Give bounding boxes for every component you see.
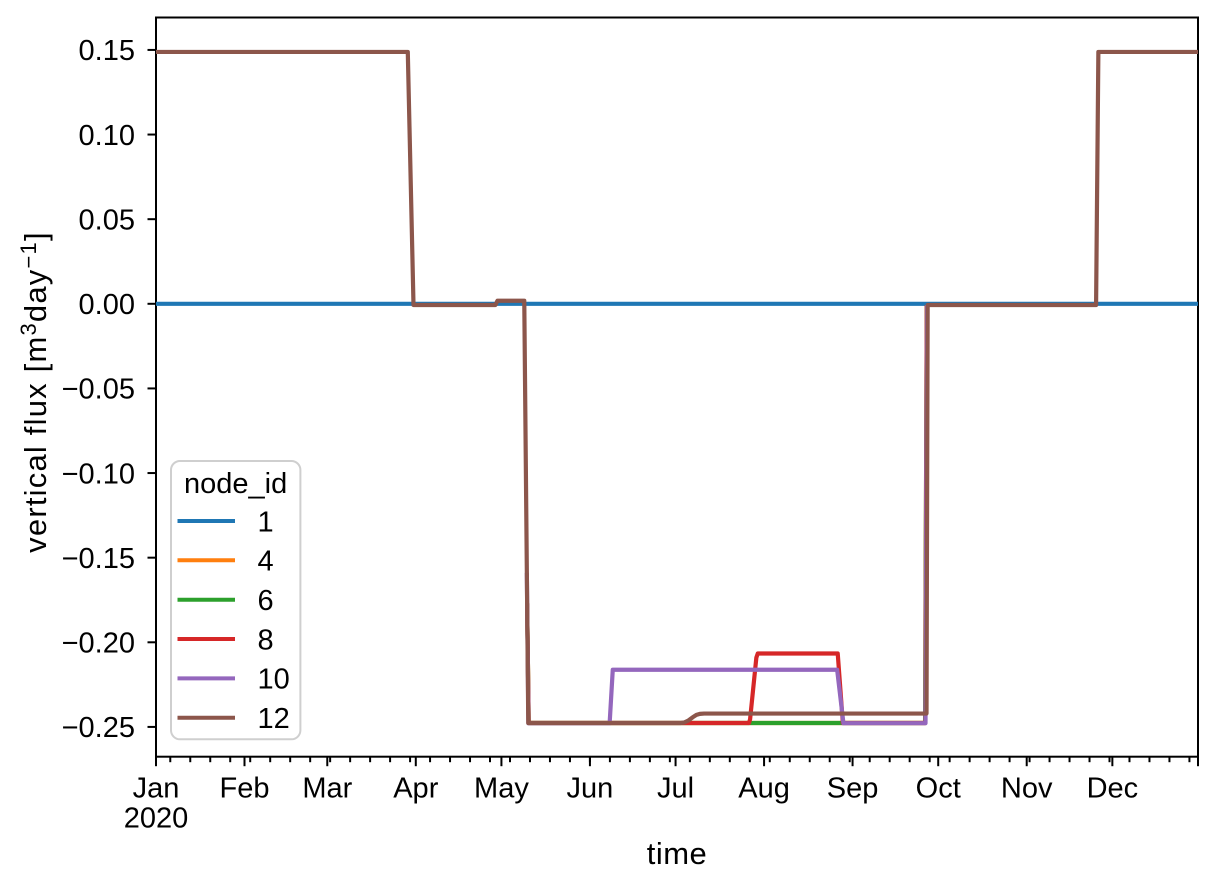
svg-text:−0.05: −0.05 — [62, 374, 135, 406]
svg-text:Mar: Mar — [302, 773, 352, 805]
svg-text:0.00: 0.00 — [79, 289, 135, 321]
svg-text:time: time — [647, 836, 708, 871]
svg-text:Dec: Dec — [1087, 773, 1139, 805]
svg-text:May: May — [474, 773, 529, 805]
svg-text:Apr: Apr — [393, 773, 438, 805]
svg-text:4: 4 — [258, 546, 274, 578]
svg-text:Jan: Jan — [133, 773, 180, 805]
svg-text:−0.25: −0.25 — [62, 712, 135, 744]
svg-text:12: 12 — [258, 703, 290, 735]
svg-text:−0.20: −0.20 — [62, 628, 135, 660]
svg-text:Jun: Jun — [567, 773, 614, 805]
svg-text:Oct: Oct — [916, 773, 961, 805]
svg-text:vertical flux [m3day−1]: vertical flux [m3day−1] — [16, 231, 53, 553]
svg-text:−0.15: −0.15 — [62, 543, 135, 575]
svg-text:Aug: Aug — [738, 773, 790, 805]
svg-text:−0.10: −0.10 — [62, 458, 135, 490]
svg-text:Nov: Nov — [1001, 773, 1053, 805]
svg-text:0.05: 0.05 — [79, 205, 135, 237]
svg-text:8: 8 — [258, 624, 274, 656]
svg-text:1: 1 — [258, 506, 274, 538]
svg-text:node_id: node_id — [184, 468, 287, 500]
svg-text:10: 10 — [258, 664, 290, 696]
svg-text:0.10: 0.10 — [79, 120, 135, 152]
svg-text:Feb: Feb — [220, 773, 270, 805]
svg-text:0.15: 0.15 — [79, 35, 135, 67]
svg-text:Sep: Sep — [827, 773, 879, 805]
svg-text:Jul: Jul — [657, 773, 694, 805]
svg-text:6: 6 — [258, 585, 274, 617]
svg-text:2020: 2020 — [124, 803, 189, 835]
